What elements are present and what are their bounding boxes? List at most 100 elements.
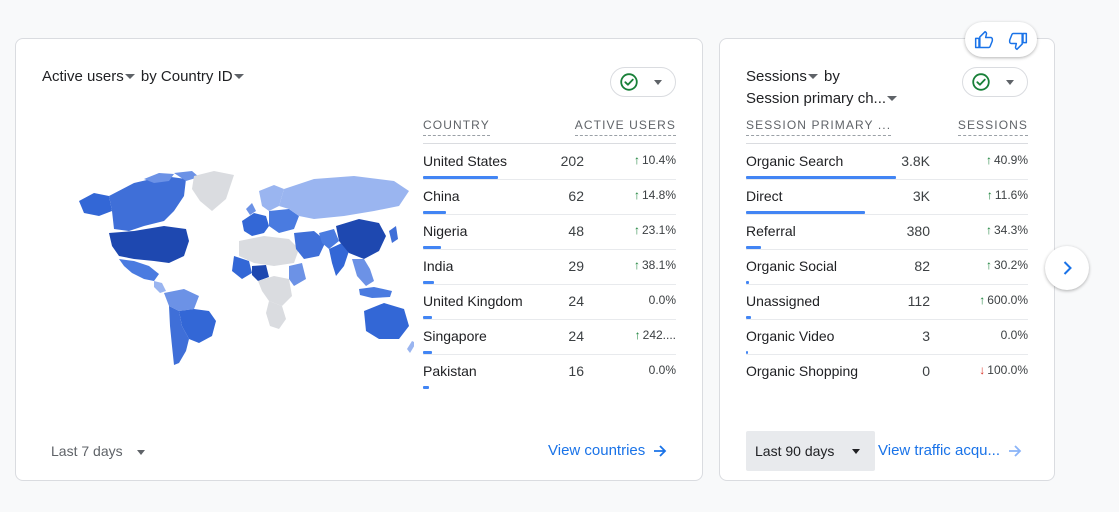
chevron-down-icon <box>1006 80 1014 85</box>
view-traffic-acquisition-link[interactable]: View traffic acqu... <box>878 442 1022 459</box>
date-range-selector[interactable]: Last 7 days <box>51 443 145 459</box>
map-region-usa[interactable] <box>109 226 189 263</box>
map-region-russia[interactable] <box>279 176 409 219</box>
table-row[interactable]: Singapore 24 ↑ 242.... <box>423 319 676 355</box>
row-label: Pakistan <box>423 363 477 379</box>
map-region-eastern-europe[interactable] <box>269 209 299 233</box>
arrow-up-icon: ↑ <box>986 188 993 202</box>
insights-status-button[interactable] <box>610 67 676 97</box>
map-region-uk[interactable] <box>246 203 256 215</box>
share-bar <box>423 351 432 354</box>
table-row[interactable]: United Kingdom 24 0.0% <box>423 284 676 320</box>
row-change: ↑ 14.8% <box>634 188 676 202</box>
column-header-session-primary-channel[interactable]: SESSION PRIMARY ... <box>746 118 892 136</box>
share-bar <box>423 386 429 389</box>
row-change: ↑ 40.9% <box>986 153 1028 167</box>
row-label: China <box>423 188 460 204</box>
row-value: 3 <box>922 328 930 344</box>
table-row[interactable]: Direct 3K ↑ 11.6% <box>746 179 1028 215</box>
row-divider <box>423 284 676 285</box>
chevron-down-icon <box>807 73 818 79</box>
map-region-australia[interactable] <box>364 303 409 339</box>
map-region-japan[interactable] <box>389 226 398 243</box>
check-circle-icon <box>620 73 638 91</box>
header-divider <box>746 143 1028 144</box>
map-region-western-europe[interactable] <box>242 213 269 236</box>
map-region-alaska[interactable] <box>79 193 112 216</box>
map-region-middle-east[interactable] <box>294 231 326 259</box>
table-row[interactable]: China 62 ↑ 14.8% <box>423 179 676 215</box>
share-bar <box>423 211 447 214</box>
world-map[interactable] <box>74 171 414 366</box>
table-row[interactable]: Pakistan 16 0.0% <box>423 354 676 389</box>
metric-selector[interactable]: Active users <box>42 68 137 85</box>
map-region-central-america[interactable] <box>154 281 166 293</box>
metric-selector[interactable]: Sessions <box>746 68 820 85</box>
map-region-arctic-islands[interactable] <box>144 171 199 183</box>
map-region-indonesia[interactable] <box>359 287 392 298</box>
change-value: 34.3% <box>993 223 1028 237</box>
row-divider <box>746 249 1028 250</box>
map-region-pakistan-iran[interactable] <box>319 229 339 249</box>
table-row[interactable]: Organic Search 3.8K ↑ 40.9% <box>746 144 1028 180</box>
table-row[interactable]: Organic Video 3 0.0% <box>746 319 1028 355</box>
row-change: ↑ 38.1% <box>634 258 676 272</box>
map-region-south-america-north[interactable] <box>164 289 199 311</box>
map-region-west-africa[interactable] <box>232 256 252 279</box>
row-label: United States <box>423 153 508 169</box>
view-countries-link[interactable]: View countries <box>548 442 667 459</box>
map-region-greenland[interactable] <box>192 171 234 211</box>
date-range-selector[interactable]: Last 90 days <box>746 431 875 471</box>
row-value: 202 <box>560 153 584 169</box>
row-change: 0.0% <box>649 293 676 307</box>
row-change: ↑ 10.4% <box>634 153 676 167</box>
map-region-brazil[interactable] <box>179 309 216 343</box>
row-label: Nigeria <box>423 223 468 239</box>
share-bar <box>746 351 748 354</box>
map-region-mexico[interactable] <box>119 259 159 281</box>
chevron-down-icon <box>136 449 145 455</box>
row-divider <box>423 319 676 320</box>
map-region-scandinavia[interactable] <box>259 185 284 211</box>
row-value: 16 <box>568 363 584 379</box>
row-divider <box>746 319 1028 320</box>
row-divider <box>746 354 1028 355</box>
row-value: 24 <box>568 328 584 344</box>
map-region-north-africa[interactable] <box>239 236 299 266</box>
column-header-country[interactable]: COUNTRY <box>423 118 490 136</box>
table-row[interactable]: United States 202 ↑ 10.4% <box>423 144 676 180</box>
dimension-selector[interactable]: Session primary ch... <box>746 90 899 107</box>
table-row[interactable]: Organic Social 82 ↑ 30.2% <box>746 249 1028 285</box>
column-header-sessions[interactable]: SESSIONS <box>932 118 1028 136</box>
map-region-central-africa[interactable] <box>258 276 292 306</box>
table-row[interactable]: Nigeria 48 ↑ 23.1% <box>423 214 676 250</box>
row-label: Organic Video <box>746 328 835 344</box>
chevron-down-icon <box>233 73 244 79</box>
map-region-east-africa[interactable] <box>289 263 306 286</box>
map-region-nigeria[interactable] <box>252 265 269 281</box>
share-bar <box>746 316 751 319</box>
table-row[interactable]: India 29 ↑ 38.1% <box>423 249 676 285</box>
table-row[interactable]: Unassigned 112 ↑ 600.0% <box>746 284 1028 320</box>
row-change: 0.0% <box>649 363 676 377</box>
map-region-southeast-asia[interactable] <box>352 259 374 286</box>
row-value: 112 <box>907 293 930 309</box>
insights-status-button[interactable] <box>962 67 1028 97</box>
map-region-canada[interactable] <box>109 176 186 231</box>
map-region-china[interactable] <box>336 219 386 259</box>
row-divider <box>423 214 676 215</box>
table-row[interactable]: Organic Shopping 0 ↓ 100.0% <box>746 354 1028 389</box>
share-bar <box>746 211 865 214</box>
map-region-india[interactable] <box>329 243 349 276</box>
column-header-active-users[interactable]: ACTIVE USERS <box>574 118 676 136</box>
change-value: 242.... <box>642 328 676 342</box>
thumbs-down-icon[interactable] <box>1008 31 1028 51</box>
map-region-southern-africa[interactable] <box>266 301 286 329</box>
thumbs-up-icon[interactable] <box>974 30 994 50</box>
map-region-new-zealand[interactable] <box>407 341 414 353</box>
dimension-selector[interactable]: Country ID <box>161 68 246 85</box>
map-region-south-america-south[interactable] <box>169 306 189 365</box>
arrow-up-icon: ↑ <box>633 188 640 202</box>
next-card-button[interactable] <box>1045 246 1089 290</box>
table-row[interactable]: Referral 380 ↑ 34.3% <box>746 214 1028 250</box>
